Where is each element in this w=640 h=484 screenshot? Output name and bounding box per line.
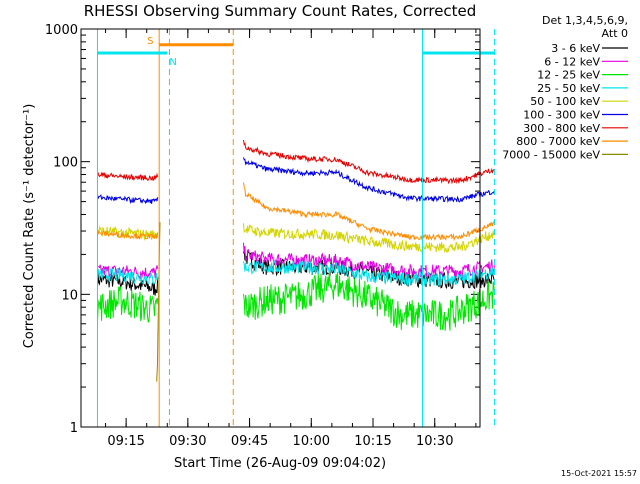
x-tick-label: 10:15: [354, 434, 391, 449]
legend-entry-label: 3 - 6 keV: [551, 42, 600, 55]
y-tick-label: 100: [53, 156, 78, 171]
legend-entry-label: 50 - 100 keV: [530, 95, 600, 108]
x-axis-label: Start Time (26-Aug-09 09:04:02): [174, 456, 386, 471]
y-tick-label: 1000: [45, 23, 78, 38]
footer-date: 15-Oct-2021 15:57: [561, 469, 637, 478]
plot-layer: 1 10 100 1000 09:15 09:30 09:45 10:00 10:15 10:30…: [45, 23, 496, 449]
x-tick-label: 10:30: [416, 434, 453, 449]
legend-entry-label: 25 - 50 keV: [537, 82, 600, 95]
y-tick-label: 1: [70, 421, 78, 436]
legend-entry-label: 100 - 300 keV: [523, 109, 600, 122]
series-line: [97, 139, 495, 185]
legend-entry-label: 800 - 7000 keV: [516, 135, 600, 148]
series-line: [97, 270, 495, 331]
x-tick-label: 10:00: [293, 434, 330, 449]
series-line: [97, 259, 495, 287]
legend-header: Det 1,3,4,5,6,9,: [542, 14, 628, 27]
series-line: [97, 157, 495, 205]
legend-entry-label: 6 - 12 keV: [544, 55, 600, 68]
segment-label: S: [147, 36, 153, 47]
x-tick-label: 09:45: [231, 434, 268, 449]
segment-label: N: [169, 57, 176, 68]
series-line: [97, 223, 495, 254]
series-line: [97, 242, 495, 280]
x-tick-label: 09:15: [107, 434, 144, 449]
y-tick-label: 10: [61, 288, 78, 303]
legend-entry-label: 12 - 25 keV: [537, 69, 600, 82]
x-tick-label: 09:30: [169, 434, 206, 449]
plot-frame: [80, 28, 481, 428]
series-line: [97, 182, 495, 242]
legend-header: Att 0: [602, 27, 628, 40]
chart-title: RHESSI Observing Summary Count Rates, Co…: [84, 2, 477, 20]
legend-entry-label: 300 - 800 keV: [523, 122, 600, 135]
y-axis-label: Corrected Count Rate (s⁻¹ detector⁻¹): [22, 104, 37, 349]
legend-entry-label: 7000 - 15000 keV: [502, 148, 600, 161]
